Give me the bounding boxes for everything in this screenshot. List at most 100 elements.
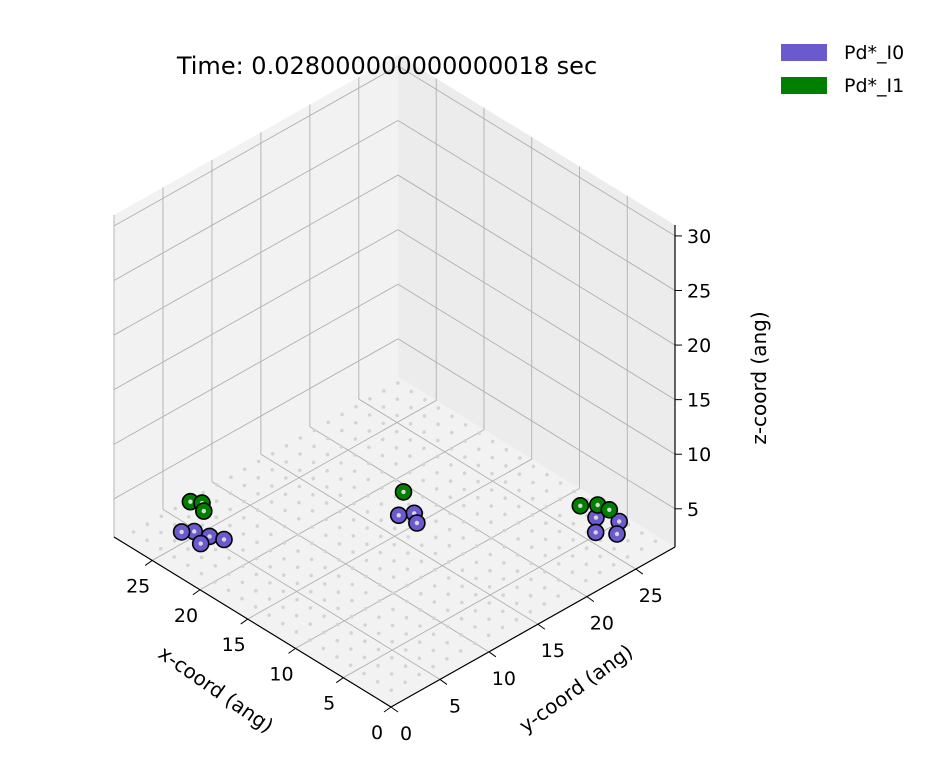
substrate-dot xyxy=(310,525,315,529)
substrate-dot xyxy=(570,586,574,591)
substrate-dot xyxy=(447,543,452,548)
substrate-dot xyxy=(297,468,302,473)
substrate-dot xyxy=(350,598,354,603)
substrate-dot xyxy=(364,558,369,563)
substrate-dot xyxy=(504,447,509,452)
substrate-dot xyxy=(487,601,492,605)
substrate-dot xyxy=(446,576,451,580)
substrate-dot xyxy=(503,496,508,501)
substrate-dot xyxy=(214,515,219,520)
substrate-dot xyxy=(447,560,451,564)
substrate-dot xyxy=(476,495,480,500)
substrate-dot xyxy=(436,422,440,427)
substrate-dot xyxy=(339,445,344,449)
z-gridline-right xyxy=(397,65,676,237)
substrate-dot xyxy=(544,521,548,525)
substrate-dot xyxy=(433,535,438,540)
substrate-dot xyxy=(213,564,218,568)
substrate-dot xyxy=(488,568,492,573)
substrate-dot xyxy=(570,570,575,574)
substrate-dot xyxy=(556,594,560,598)
x-axis-line xyxy=(113,536,392,708)
substrate-dot xyxy=(477,447,481,452)
substrate-dot xyxy=(199,571,204,576)
substrate-dot xyxy=(324,517,329,522)
substrate-dot xyxy=(297,484,302,489)
substrate-dot xyxy=(391,575,396,579)
substrate-dot xyxy=(404,632,409,636)
substrate-dot xyxy=(473,625,477,629)
substrate-dot xyxy=(379,502,384,506)
substrate-dot xyxy=(268,548,273,553)
substrate-dot xyxy=(296,549,300,553)
point-highlight xyxy=(614,531,620,537)
substrate-dot xyxy=(377,583,382,587)
legend-label-pd-i1: Pd*_I1 xyxy=(844,75,904,97)
point-highlight xyxy=(414,520,420,526)
substrate-dot xyxy=(557,529,562,534)
substrate-dot xyxy=(584,578,588,583)
substrate-dot xyxy=(392,559,396,563)
substrate-dot xyxy=(310,509,315,513)
x-tick-label: 15 xyxy=(222,634,246,656)
substrate-dot xyxy=(186,547,190,551)
substrate-dot xyxy=(340,428,344,433)
substrate-dot xyxy=(326,420,331,425)
data-points xyxy=(172,483,629,553)
substrate-dot xyxy=(362,655,367,660)
substrate-dot xyxy=(145,538,149,543)
substrate-dot xyxy=(391,591,396,595)
substrate-dot xyxy=(294,613,299,618)
point-highlight xyxy=(207,534,212,539)
substrate-dot xyxy=(376,647,381,652)
substrate-dot xyxy=(254,556,259,561)
substrate-dot xyxy=(462,503,466,508)
substrate-dot xyxy=(473,609,478,613)
x-gridline-floor xyxy=(343,517,628,679)
z-gridline-left xyxy=(113,338,399,500)
substrate-dot xyxy=(350,582,355,587)
substrate-dot xyxy=(267,597,272,601)
substrate-dot xyxy=(449,430,454,435)
substrate-dot xyxy=(407,470,412,475)
substrate-dot xyxy=(503,480,508,484)
substrate-dot xyxy=(544,505,549,509)
z-tick-label: 10 xyxy=(687,444,711,466)
substrate-dot xyxy=(380,486,384,490)
substrate-dot xyxy=(474,560,479,565)
substrate-dot xyxy=(365,510,370,514)
x-tick-mark xyxy=(144,560,153,566)
substrate-dot xyxy=(557,562,561,566)
substrate-dot xyxy=(367,429,372,433)
substrate-dot xyxy=(200,523,205,527)
substrate-dot xyxy=(463,423,468,427)
substrate-dot xyxy=(544,489,549,493)
substrate-dot xyxy=(270,451,275,456)
substrate-dot xyxy=(378,550,383,555)
substrate-dot xyxy=(242,499,246,504)
substrate-dot xyxy=(199,555,204,560)
substrate-dot xyxy=(377,599,382,603)
x-gridline-floor xyxy=(247,458,532,620)
point-highlight xyxy=(607,507,612,512)
substrate-dot xyxy=(528,610,533,614)
substrate-dot xyxy=(255,508,260,512)
substrate-dot xyxy=(431,632,436,637)
substrate-dot xyxy=(403,680,407,685)
substrate-dot xyxy=(545,472,549,477)
substrate-dot xyxy=(243,467,247,472)
substrate-dot xyxy=(365,542,369,546)
substrate-dot xyxy=(421,494,425,499)
substrate-dot xyxy=(366,494,370,498)
substrate-dot xyxy=(298,452,302,456)
substrate-dot xyxy=(311,493,315,497)
substrate-dot xyxy=(571,521,576,526)
substrate-dot xyxy=(367,445,371,450)
substrate-dot xyxy=(501,609,505,614)
substrate-dot xyxy=(405,583,410,588)
substrate-dot xyxy=(571,538,575,542)
substrate-dot xyxy=(298,436,303,440)
substrate-dot xyxy=(308,638,312,642)
substrate-dot xyxy=(418,608,423,612)
